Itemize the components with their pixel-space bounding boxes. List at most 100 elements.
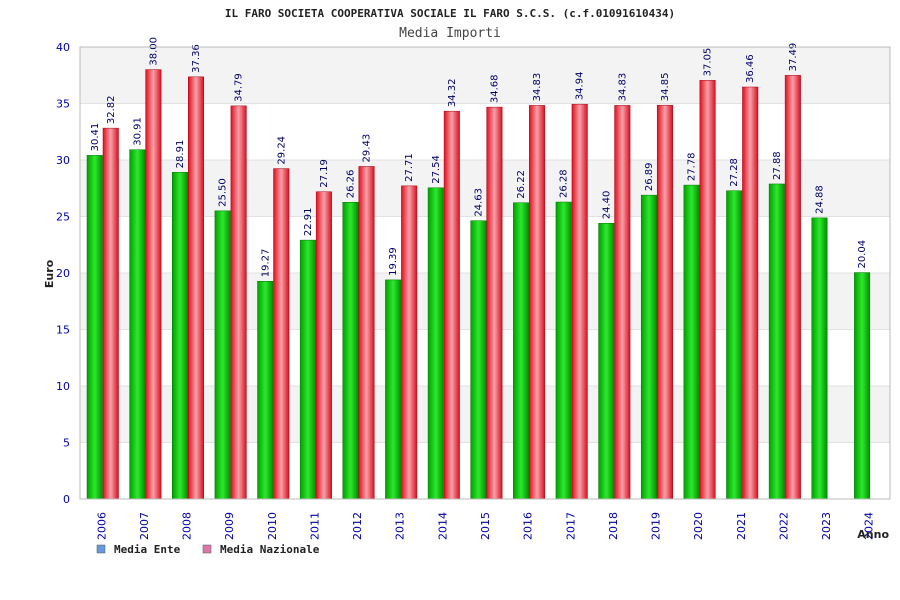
bar-media-nazionale xyxy=(529,105,546,500)
data-label: 34.85 xyxy=(660,73,671,102)
bar-media-ente xyxy=(427,187,444,500)
bar-media-ente xyxy=(470,220,487,500)
bar-media-ente xyxy=(129,149,146,500)
data-label: 34.79 xyxy=(234,73,245,102)
legend-swatch-media-nazionale xyxy=(202,544,212,554)
bar-media-ente xyxy=(640,194,657,500)
legend: Media Ente Media Nazionale xyxy=(96,543,320,556)
bar-media-ente xyxy=(854,272,871,500)
x-tick-label: 2023 xyxy=(820,512,833,540)
bar-media-nazionale xyxy=(571,103,588,500)
y-tick-label: 15 xyxy=(56,324,70,337)
bar-media-ente xyxy=(257,280,274,500)
data-label: 34.68 xyxy=(489,74,500,103)
bar-media-nazionale xyxy=(656,104,673,500)
bar-media-nazionale xyxy=(401,185,418,500)
x-tick-label: 2021 xyxy=(735,512,748,540)
x-tick-label: 2008 xyxy=(181,512,194,540)
x-tick-label: 2022 xyxy=(777,512,790,540)
x-tick-label: 2012 xyxy=(351,512,364,540)
data-label: 34.83 xyxy=(617,73,628,102)
legend-swatch-media-ente xyxy=(96,544,106,554)
value-labels: 30.41 32.82 30.91 38.00 28.91 37.36 25.50 34.79… xyxy=(90,37,868,277)
legend-item-media-nazionale: Media Nazionale xyxy=(202,543,320,556)
y-tick-label: 40 xyxy=(56,41,70,54)
data-label: 25.50 xyxy=(218,178,229,207)
bar-media-ente xyxy=(513,202,530,500)
x-tick-label: 2013 xyxy=(394,512,407,540)
data-label: 30.91 xyxy=(132,117,143,146)
legend-label-media-ente: Media Ente xyxy=(114,543,181,556)
bar-media-nazionale xyxy=(443,110,460,500)
bar-media-nazionale xyxy=(742,86,759,500)
bar-media-nazionale xyxy=(486,106,503,500)
y-tick-label: 30 xyxy=(56,154,70,167)
data-label: 26.28 xyxy=(559,169,570,198)
x-tick-label: 2006 xyxy=(95,512,108,540)
bar-media-nazionale xyxy=(188,76,205,500)
y-axis-ticks: 0 5 10 15 20 25 30 35 40 xyxy=(56,41,70,506)
y-axis-label: Euro xyxy=(43,259,56,288)
bar-media-ente xyxy=(598,223,615,500)
x-axis-ticks: 2006 2007 2008 2009 2010 2011 2012 2013 2014 2015… xyxy=(95,512,875,540)
y-tick-label: 0 xyxy=(63,493,70,506)
bar-media-nazionale xyxy=(614,105,631,500)
bar-media-ente xyxy=(683,184,700,500)
x-tick-label: 2011 xyxy=(308,512,321,540)
bar-media-ente xyxy=(768,183,785,500)
bar-media-nazionale xyxy=(145,69,162,500)
data-label: 36.46 xyxy=(745,54,756,83)
bar-media-nazionale xyxy=(102,127,119,500)
x-axis-label: Anno xyxy=(857,528,889,541)
bar-media-nazionale xyxy=(358,166,375,500)
bar-media-nazionale xyxy=(699,80,716,500)
bar-media-ente xyxy=(214,210,231,500)
data-label: 27.54 xyxy=(431,155,442,184)
y-tick-label: 5 xyxy=(63,437,70,450)
x-tick-label: 2017 xyxy=(564,512,577,540)
x-tick-label: 2009 xyxy=(223,512,236,540)
bar-media-nazionale xyxy=(784,75,801,500)
data-label: 29.43 xyxy=(362,134,373,163)
data-label: 20.04 xyxy=(857,240,868,269)
data-label: 26.26 xyxy=(346,170,357,199)
bar-media-ente xyxy=(555,201,572,500)
data-label: 27.28 xyxy=(729,158,740,187)
data-label: 34.32 xyxy=(447,79,458,108)
bar-media-ente xyxy=(342,202,359,500)
data-label: 22.91 xyxy=(303,207,314,236)
bar-media-ente xyxy=(299,239,316,500)
bar-media-nazionale xyxy=(273,168,290,500)
data-label: 27.71 xyxy=(404,153,415,182)
data-label: 28.91 xyxy=(175,140,186,169)
chart-subtitle: Media Importi xyxy=(399,26,501,41)
data-label: 27.19 xyxy=(319,159,330,188)
legend-item-media-ente: Media Ente xyxy=(96,543,181,556)
bar-media-ente xyxy=(726,190,743,500)
data-label: 37.05 xyxy=(703,48,714,77)
data-label: 37.49 xyxy=(788,43,799,72)
data-label: 26.89 xyxy=(644,163,655,192)
x-tick-label: 2015 xyxy=(479,512,492,540)
legend-label-media-nazionale: Media Nazionale xyxy=(220,543,320,556)
bar-media-nazionale xyxy=(230,105,247,500)
bar-media-ente xyxy=(811,217,828,500)
y-tick-label: 20 xyxy=(56,267,70,280)
data-label: 37.36 xyxy=(191,44,202,73)
x-tick-label: 2018 xyxy=(607,512,620,540)
x-tick-label: 2020 xyxy=(692,512,705,540)
y-tick-label: 10 xyxy=(56,380,70,393)
data-label: 26.22 xyxy=(516,170,527,199)
chart-title: IL FARO SOCIETA COOPERATIVA SOCIALE IL F… xyxy=(225,7,675,20)
y-tick-label: 35 xyxy=(56,98,70,111)
data-label: 24.40 xyxy=(601,191,612,220)
data-label: 30.41 xyxy=(90,123,101,152)
x-tick-label: 2007 xyxy=(138,512,151,540)
data-label: 27.88 xyxy=(772,151,783,180)
data-label: 27.78 xyxy=(687,152,698,181)
data-label: 24.63 xyxy=(473,188,484,217)
data-label: 19.27 xyxy=(260,249,271,278)
x-tick-label: 2016 xyxy=(522,512,535,540)
x-tick-label: 2024 xyxy=(863,512,876,540)
